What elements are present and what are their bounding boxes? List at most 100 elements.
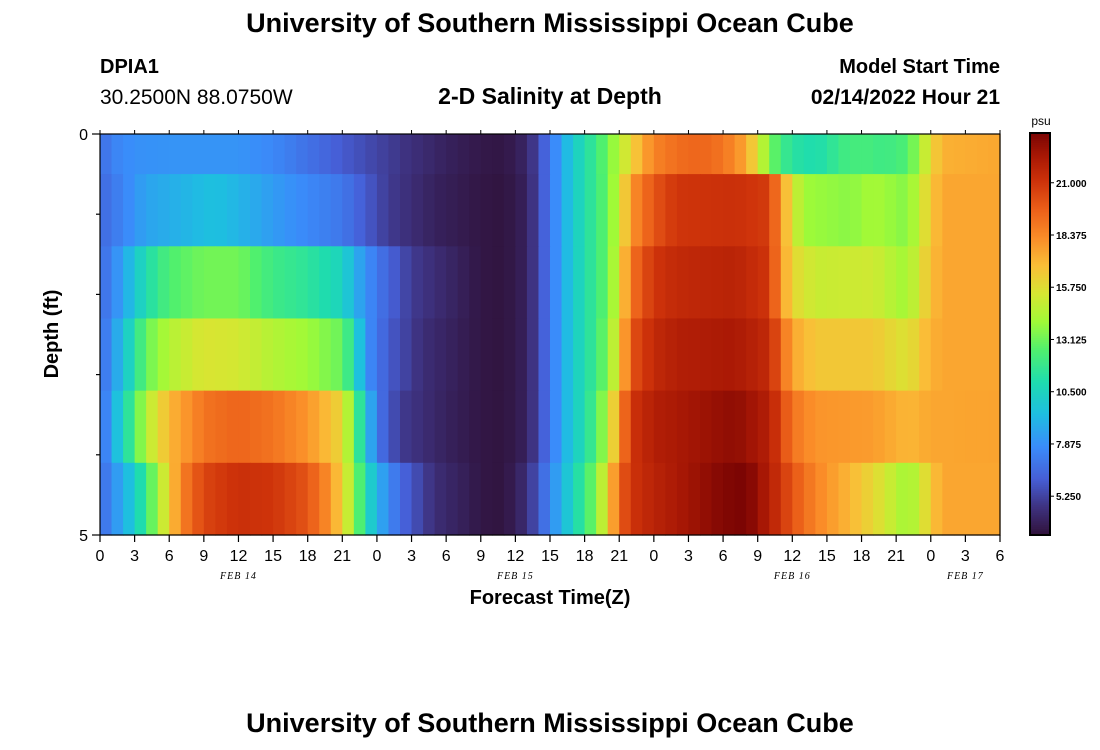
heatmap-cell xyxy=(100,390,113,464)
heatmap-cell xyxy=(665,174,678,247)
heatmap-cell xyxy=(930,246,943,320)
heatmap-cell xyxy=(457,134,470,175)
colorbar-segment xyxy=(1030,360,1050,363)
colorbar-segment xyxy=(1030,161,1050,164)
heatmap-cell xyxy=(376,134,390,175)
heatmap-cell xyxy=(238,318,251,392)
colorbar-segment xyxy=(1030,508,1050,512)
heatmap-cell xyxy=(653,174,666,247)
heatmap-cell xyxy=(711,390,724,464)
colorbar-segment xyxy=(1030,484,1050,488)
colorbar-segment xyxy=(1030,217,1050,220)
heatmap-cell xyxy=(330,390,343,464)
heatmap-cell xyxy=(688,174,701,247)
heatmap-cell xyxy=(965,462,978,536)
heatmap-cell xyxy=(100,246,113,320)
heatmap-cell xyxy=(907,174,920,247)
heatmap-cell xyxy=(676,134,690,175)
heatmap-cell xyxy=(169,318,182,392)
heatmap-cell xyxy=(930,318,943,392)
x-tick-label: 18 xyxy=(853,548,871,565)
heatmap-cell xyxy=(111,174,124,247)
colorbar-segment xyxy=(1030,247,1050,251)
heatmap-cell xyxy=(250,174,263,247)
heatmap-cell xyxy=(550,134,563,175)
heatmap-cell xyxy=(526,318,540,392)
heatmap-cell xyxy=(700,390,713,464)
colorbar-tick-label: 5.250 xyxy=(1056,492,1081,503)
colorbar-segment xyxy=(1030,185,1050,188)
heatmap-cell xyxy=(434,134,447,175)
heatmap-cell xyxy=(861,318,874,392)
heatmap-cell xyxy=(550,318,563,392)
heatmap-cell xyxy=(746,174,759,247)
heatmap-cell xyxy=(134,390,147,464)
heatmap-cell xyxy=(907,134,920,175)
colorbar-segment xyxy=(1030,412,1050,415)
heatmap-cell xyxy=(215,246,228,320)
heatmap-cell xyxy=(226,134,240,175)
colorbar-segment xyxy=(1030,143,1050,146)
colorbar-segment xyxy=(1030,251,1050,255)
colorbar-segment xyxy=(1030,432,1050,435)
colorbar-segment xyxy=(1030,169,1050,172)
heatmap-cell xyxy=(434,174,447,247)
colorbar-segment xyxy=(1030,448,1050,452)
heatmap-cell xyxy=(342,174,355,247)
heatmap-cell xyxy=(284,390,297,464)
x-tick-label: 12 xyxy=(230,548,248,565)
x-tick-label: 6 xyxy=(996,548,1005,565)
heatmap-cell xyxy=(353,390,366,464)
colorbar-segment xyxy=(1030,340,1050,343)
station-id: DPIA1 xyxy=(100,56,159,78)
heatmap-cell xyxy=(457,246,470,320)
heatmap-cell xyxy=(734,174,747,247)
heatmap-cell xyxy=(261,318,274,392)
colorbar-segment xyxy=(1030,438,1050,442)
colorbar-segment xyxy=(1030,173,1050,176)
heatmap-cell xyxy=(850,246,863,320)
heatmap-cell xyxy=(296,462,309,536)
colorbar-segment xyxy=(1030,336,1050,339)
heatmap-cell xyxy=(700,174,713,247)
colorbar-segment xyxy=(1030,426,1050,429)
heatmap-cell xyxy=(803,390,816,464)
heatmap-cell xyxy=(838,318,851,392)
heatmap-cell xyxy=(526,390,540,464)
heatmap-cell xyxy=(723,390,736,464)
colorbar-segment xyxy=(1030,424,1050,427)
heatmap-cell xyxy=(434,246,447,320)
colorbar-segment xyxy=(1030,199,1050,202)
y-tick-label: 0 xyxy=(79,127,88,144)
heatmap-cell xyxy=(584,134,597,175)
x-tick-label: 18 xyxy=(299,548,317,565)
heatmap-cell xyxy=(515,246,528,320)
heatmap-cell xyxy=(250,134,263,175)
heatmap-cell xyxy=(676,390,690,464)
heatmap-cell xyxy=(388,318,401,392)
heatmap-cell xyxy=(850,318,863,392)
heatmap-cell xyxy=(330,462,343,536)
colorbar-segment xyxy=(1030,219,1050,222)
heatmap-cell xyxy=(157,246,170,320)
x-tick-label: 9 xyxy=(753,548,762,565)
x-tick-label: 6 xyxy=(165,548,174,565)
heatmap-cell xyxy=(711,174,724,247)
heatmap-cell xyxy=(423,246,436,320)
heatmap-cell xyxy=(261,174,274,247)
heatmap-cell xyxy=(446,390,459,464)
colorbar-segment xyxy=(1030,478,1050,482)
heatmap-cell xyxy=(653,246,666,320)
heatmap-cell xyxy=(907,390,920,464)
heatmap-cell xyxy=(607,134,620,175)
colorbar-segment xyxy=(1030,474,1050,478)
colorbar-segment xyxy=(1030,486,1050,490)
colorbar-segment xyxy=(1030,350,1050,353)
heatmap-cell xyxy=(723,318,736,392)
heatmap-cell xyxy=(226,462,240,536)
heatmap-cell xyxy=(319,246,332,320)
colorbar-segment xyxy=(1030,163,1050,166)
heatmap-cell xyxy=(803,246,816,320)
heatmap-cell xyxy=(365,246,378,320)
x-tick-label: 15 xyxy=(541,548,559,565)
